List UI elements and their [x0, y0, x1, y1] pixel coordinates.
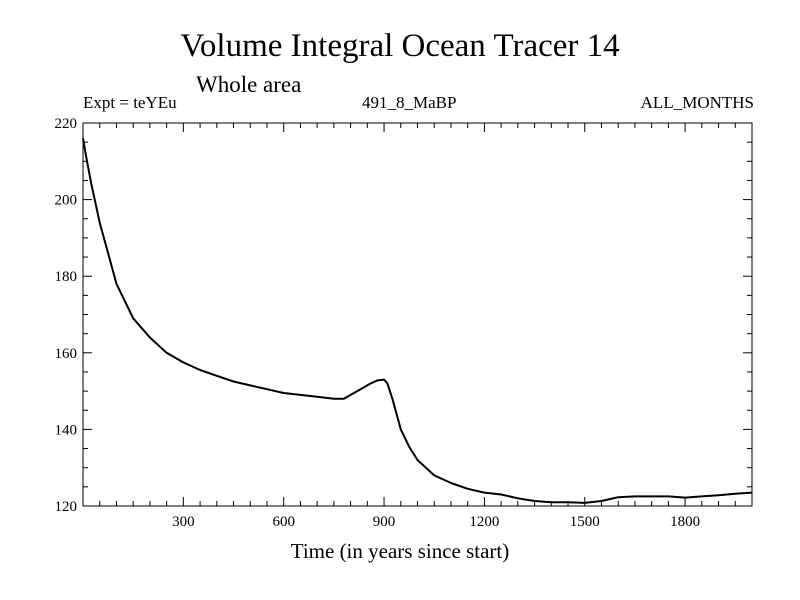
y-tick-label: 200 — [55, 193, 78, 209]
chart-title: Volume Integral Ocean Tracer 14 — [180, 28, 620, 64]
x-tick-label: 1500 — [570, 514, 600, 530]
period-label: ALL_MONTHS — [640, 93, 754, 112]
axis-tick-labels: 300 600 900 1200 1500 1800 120 140 160 180 200 220 — [55, 116, 701, 530]
x-tick-label: 900 — [373, 514, 396, 530]
plot-frame — [82, 122, 753, 507]
run-label: 491_8_MaBP — [362, 93, 457, 112]
x-tick-label: 1800 — [670, 514, 700, 530]
axis-ticks — [83, 123, 752, 506]
x-tick-label: 1200 — [469, 514, 499, 530]
series-line-tracer14 — [82, 138, 753, 504]
y-tick-label: 220 — [55, 116, 78, 132]
chart-subtitle: Whole area — [196, 72, 302, 97]
x-tick-label: 300 — [172, 514, 195, 530]
x-axis-label: Time (in years since start) — [290, 539, 510, 563]
y-tick-label: 140 — [55, 422, 78, 438]
x-tick-label: 600 — [272, 514, 295, 530]
experiment-label: Expt = teYEu — [83, 93, 177, 112]
y-tick-label: 120 — [55, 499, 78, 515]
y-tick-label: 180 — [55, 269, 78, 285]
y-tick-label: 160 — [55, 346, 78, 362]
